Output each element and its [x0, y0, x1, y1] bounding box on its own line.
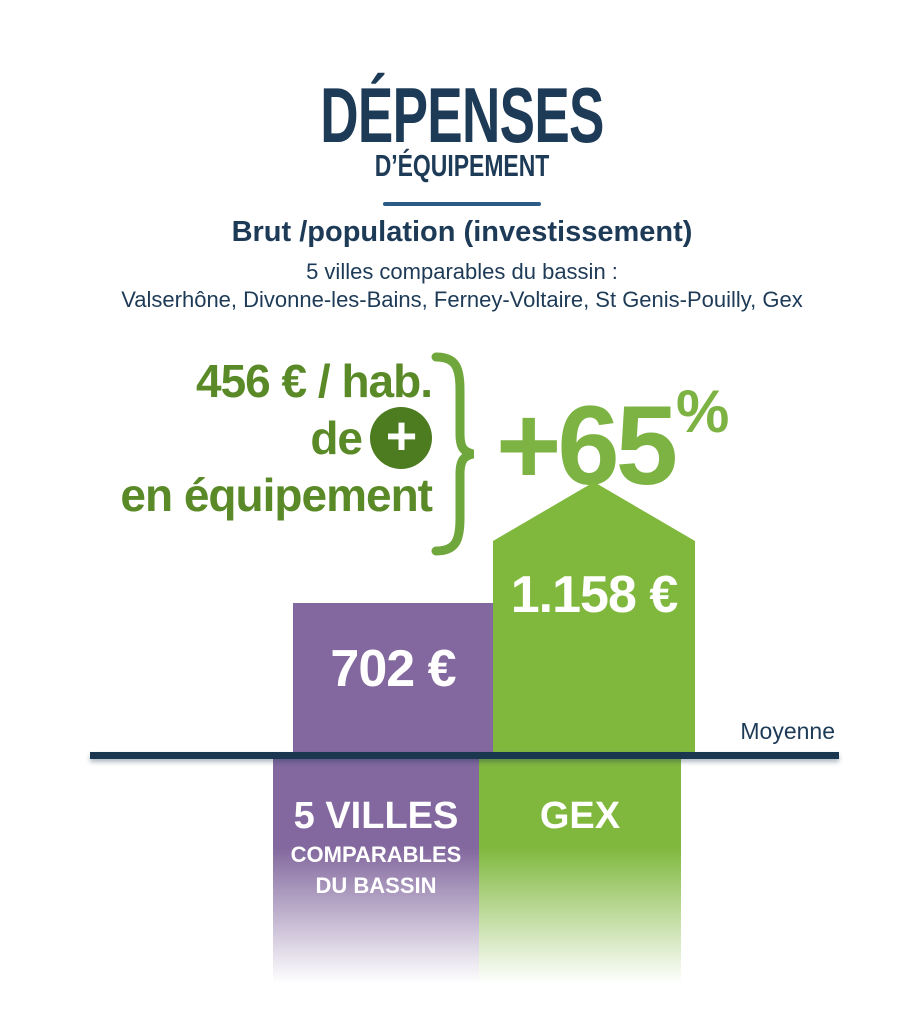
- title-divider: [383, 202, 541, 206]
- plus-circle-icon: +: [370, 407, 432, 469]
- category-gex: GEX: [479, 759, 681, 993]
- bar-gex-arrow-cap: [493, 482, 695, 541]
- curly-brace-icon: [430, 352, 476, 561]
- category-comparables-line1: 5 VILLES: [293, 795, 459, 837]
- difference-annotation: 456 € / hab. de + en équipement: [40, 355, 433, 521]
- page-subtitle: D’ÉQUIPEMENT: [374, 148, 550, 183]
- category-comparables: 5 VILLES COMPARABLES DU BASSIN: [273, 759, 479, 993]
- context-line-1: 5 villes comparables du bassin :: [306, 259, 618, 284]
- difference-suffix: en équipement: [120, 469, 433, 521]
- average-baseline: [90, 752, 839, 759]
- average-baseline-label: Moyenne: [740, 718, 835, 744]
- category-comparables-line2: COMPARABLES: [290, 842, 462, 867]
- context-line-2: Valserhône, Divonne-les-Bains, Ferney-Vo…: [121, 287, 803, 312]
- bar-gex: 1.158 €: [493, 541, 695, 755]
- category-comparables-line3: DU BASSIN: [315, 873, 437, 898]
- chart-measure-label: Brut /population (investissement): [231, 216, 693, 248]
- bar-comparables-value: 702 €: [330, 640, 456, 698]
- category-gex-line1: GEX: [539, 795, 621, 837]
- page-title: DÉPENSES: [320, 71, 604, 159]
- bar-gex-value: 1.158 €: [510, 566, 678, 624]
- difference-middle-row: de +: [40, 406, 432, 470]
- difference-de-label: de: [310, 412, 363, 464]
- bar-comparables: 702 €: [293, 603, 493, 755]
- plus-glyph: +: [385, 406, 418, 466]
- difference-amount: 456 € / hab.: [195, 355, 433, 407]
- percent-sign: %: [675, 378, 730, 445]
